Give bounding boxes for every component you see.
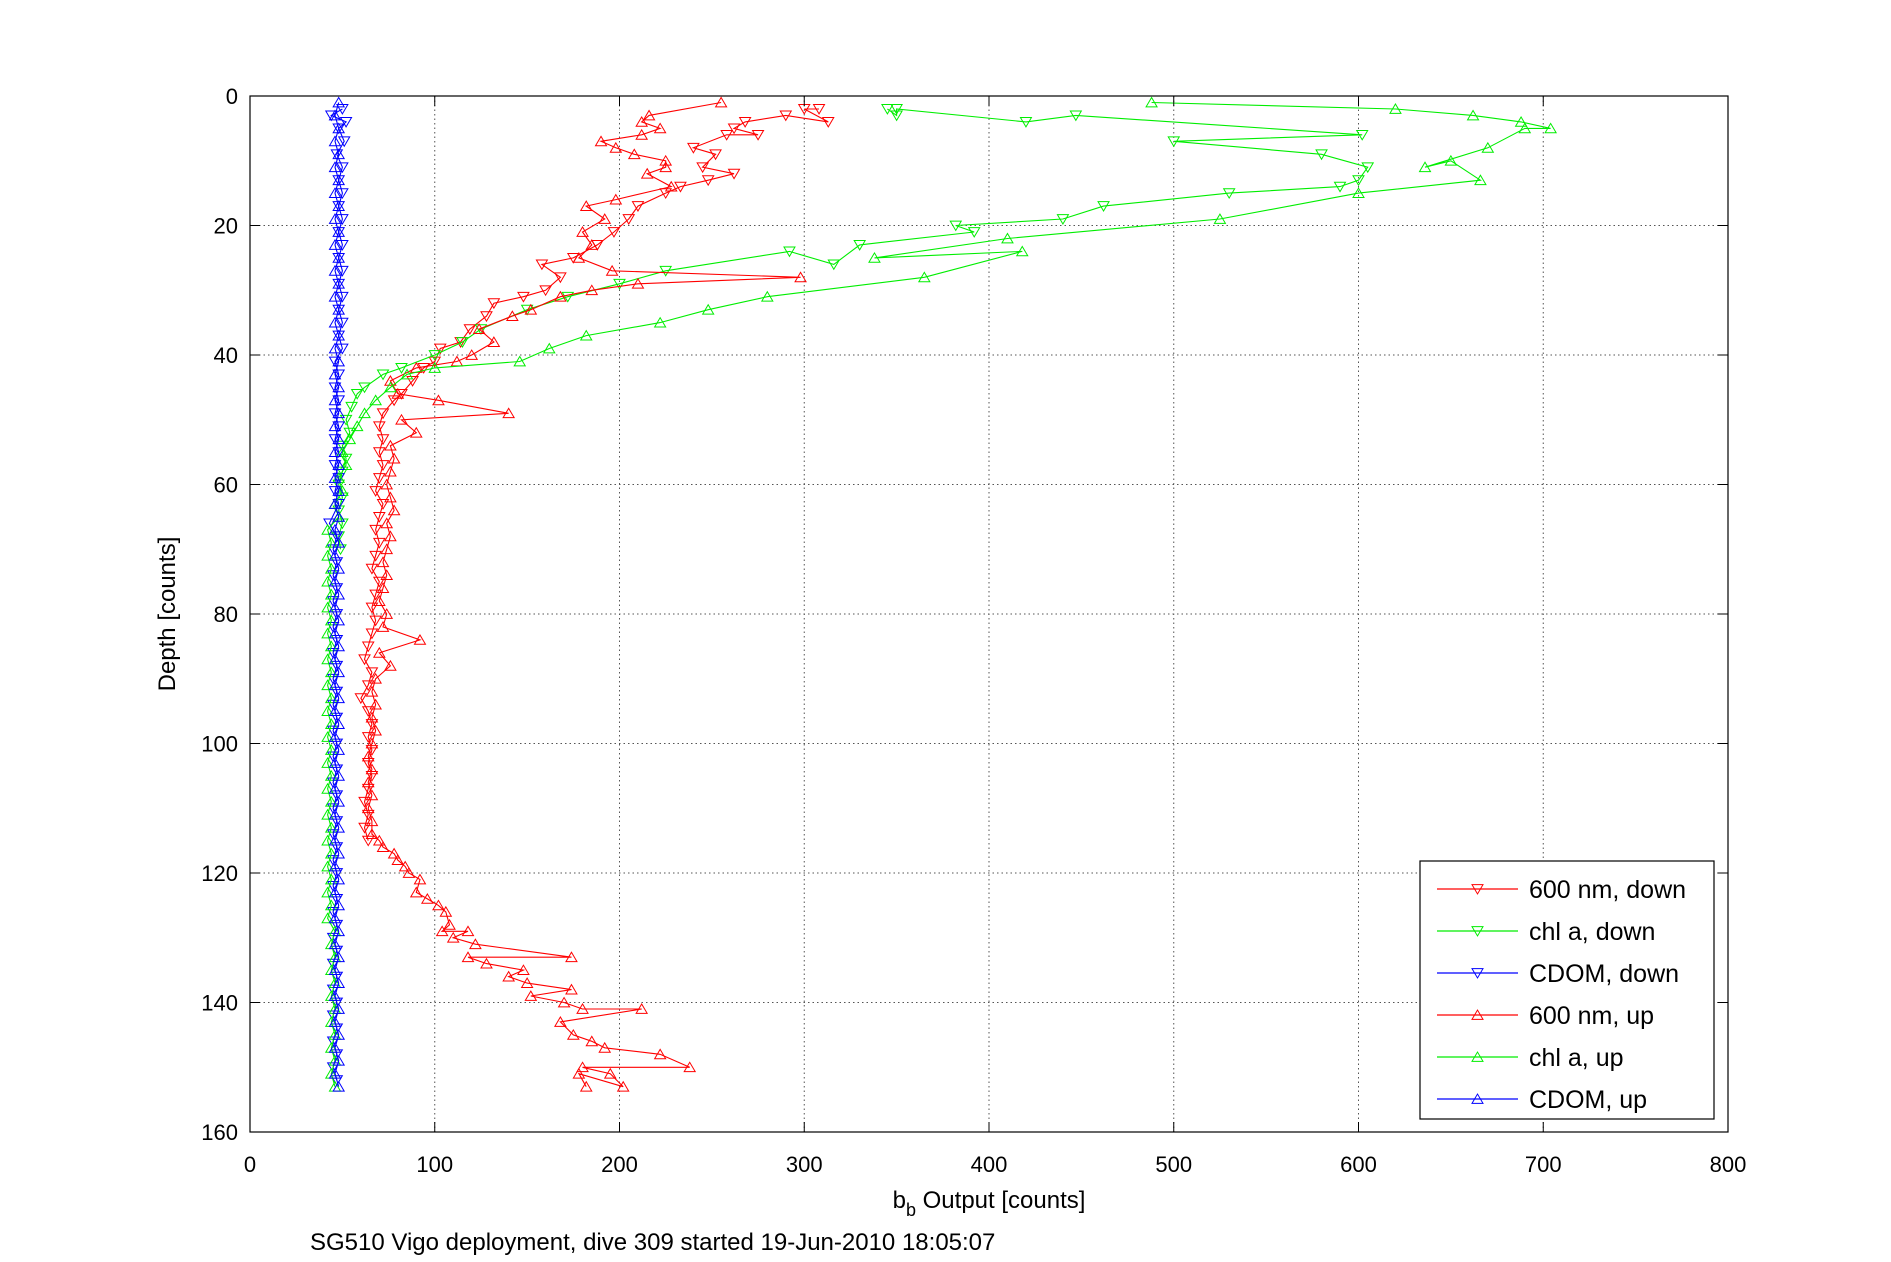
x-tick-label: 300 bbox=[786, 1152, 823, 1177]
x-tick-label: 500 bbox=[1155, 1152, 1192, 1177]
x-axis-label-subscript: b bbox=[906, 1200, 916, 1220]
caption: SG510 Vigo deployment, dive 309 started … bbox=[310, 1229, 995, 1256]
legend-label: 600 nm, up bbox=[1529, 1002, 1654, 1030]
y-tick-label: 0 bbox=[226, 84, 238, 109]
y-tick-label: 40 bbox=[214, 343, 238, 368]
legend-label: CDOM, up bbox=[1529, 1086, 1647, 1114]
legend-label: 600 nm, down bbox=[1529, 876, 1686, 904]
y-tick-label: 60 bbox=[214, 473, 238, 498]
y-axis-label: Depth [counts] bbox=[154, 537, 181, 692]
y-tick-label: 80 bbox=[214, 602, 238, 627]
x-tick-label: 200 bbox=[601, 1152, 638, 1177]
legend: 600 nm, down chl a, down CDOM, down 600 nm,… bbox=[1420, 861, 1714, 1119]
x-tick-label: 100 bbox=[416, 1152, 453, 1177]
legend-label: chl a, up bbox=[1529, 1044, 1624, 1072]
x-tick-label: 700 bbox=[1525, 1152, 1562, 1177]
y-tick-label: 140 bbox=[201, 991, 238, 1016]
x-axis-label-main: b bbox=[893, 1187, 906, 1214]
x-axis-label: bb Output [counts] bbox=[893, 1187, 1086, 1220]
x-axis-label-rest: Output [counts] bbox=[916, 1187, 1085, 1214]
y-tick-label: 120 bbox=[201, 861, 238, 886]
y-tick-label: 160 bbox=[201, 1120, 238, 1145]
legend-label: CDOM, down bbox=[1529, 960, 1679, 988]
legend-label: chl a, down bbox=[1529, 918, 1655, 946]
x-tick-label: 0 bbox=[244, 1152, 256, 1177]
x-tick-label: 800 bbox=[1710, 1152, 1747, 1177]
x-tick-label: 600 bbox=[1340, 1152, 1377, 1177]
y-tick-label: 100 bbox=[201, 732, 238, 757]
x-tick-label: 400 bbox=[971, 1152, 1008, 1177]
y-tick-label: 20 bbox=[214, 214, 238, 239]
